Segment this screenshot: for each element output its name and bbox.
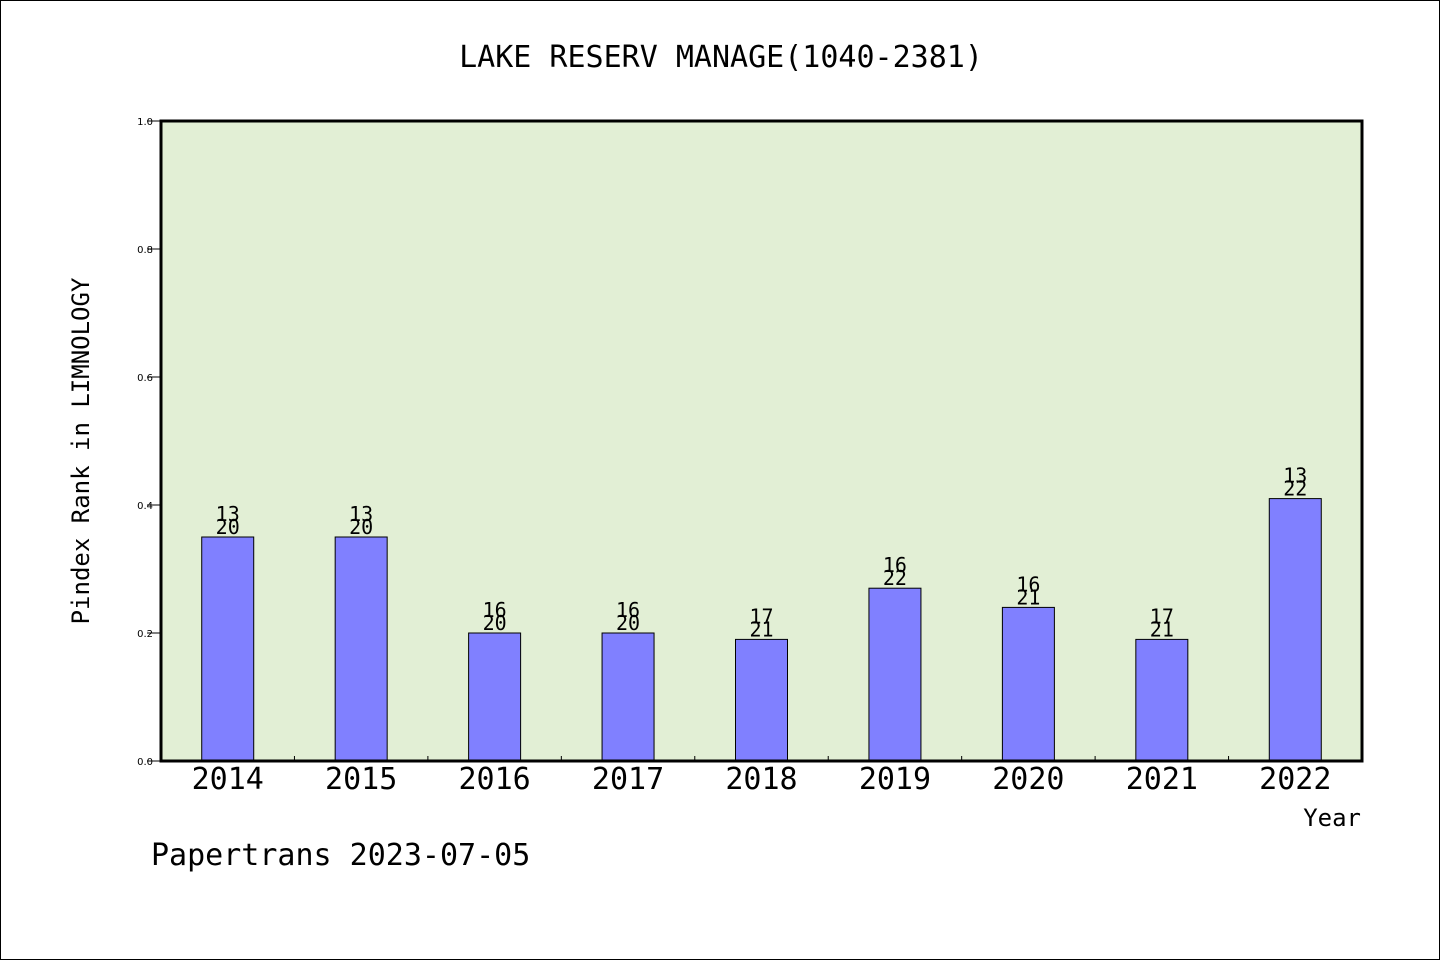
bar-rank-label: 17 [1150,604,1174,628]
x-tick-label: 2017 [592,762,664,797]
y-tick-label: 0.2 [137,629,153,640]
bar-series [201,498,1322,762]
bar-total-label: 22 [883,566,907,590]
x-tick-label: 2021 [1126,762,1198,797]
x-tick-label: 2020 [992,762,1064,797]
bar-rank-label: 17 [749,604,773,628]
bar-total-label: 21 [1150,617,1174,641]
x-axis-label: Year [1303,804,1361,832]
x-tick-label: 2019 [859,762,931,797]
bar-total-label: 21 [1016,585,1040,609]
x-tick-label: 2014 [192,762,264,797]
bar-2019 [868,587,922,762]
x-tick-label: 2016 [458,762,530,797]
bar-2016 [468,632,522,762]
bar-rank-label: 16 [1016,572,1040,596]
y-tick-label: 1.0 [137,117,153,128]
bar-rank-label: 13 [1283,464,1307,488]
bar-2014 [201,536,255,762]
x-axis: 2014 2015 2016 2017 2018 2019 2020 2021 2022 [192,756,1331,797]
bar-total-label: 20 [616,611,640,635]
x-tick-label: 2015 [325,762,397,797]
chart-title: LAKE RESERV MANAGE(1040-2381) [459,40,983,75]
y-tick-label: 0.6 [137,373,153,384]
bar-2022 [1268,498,1322,762]
y-axis: 0.0 0.2 0.4 0.6 0.8 1.0 [137,117,161,768]
plot-border [159,119,1364,763]
y-axis-label: Pindex Rank in LIMNOLOGY [67,277,95,624]
bar-rank-label: 16 [483,598,507,622]
y-tick-label: 0.0 [137,757,153,768]
bar-rank-label: 16 [616,598,640,622]
bar-total-label: 20 [483,611,507,635]
bar-2021 [1135,638,1189,762]
bar-total-label: 20 [349,515,373,539]
y-tick-label: 0.4 [137,501,153,512]
bar-2017 [601,632,655,762]
bar-2018 [735,638,788,762]
x-tick-label: 2018 [725,762,797,797]
bar-2020 [1001,606,1055,762]
watermark: Papertrans 2023-07-05 [151,838,530,873]
y-tick-label: 0.8 [137,245,153,256]
bar-total-label: 22 [1283,477,1307,501]
bar-rank-label: 13 [216,502,240,526]
bar-rank-label: 13 [349,502,373,526]
x-tick-label: 2022 [1259,762,1331,797]
bar-2015 [334,536,388,762]
bar-total-label: 21 [749,617,773,641]
bar-total-label: 20 [216,515,240,539]
bar-rank-label: 16 [883,553,907,577]
